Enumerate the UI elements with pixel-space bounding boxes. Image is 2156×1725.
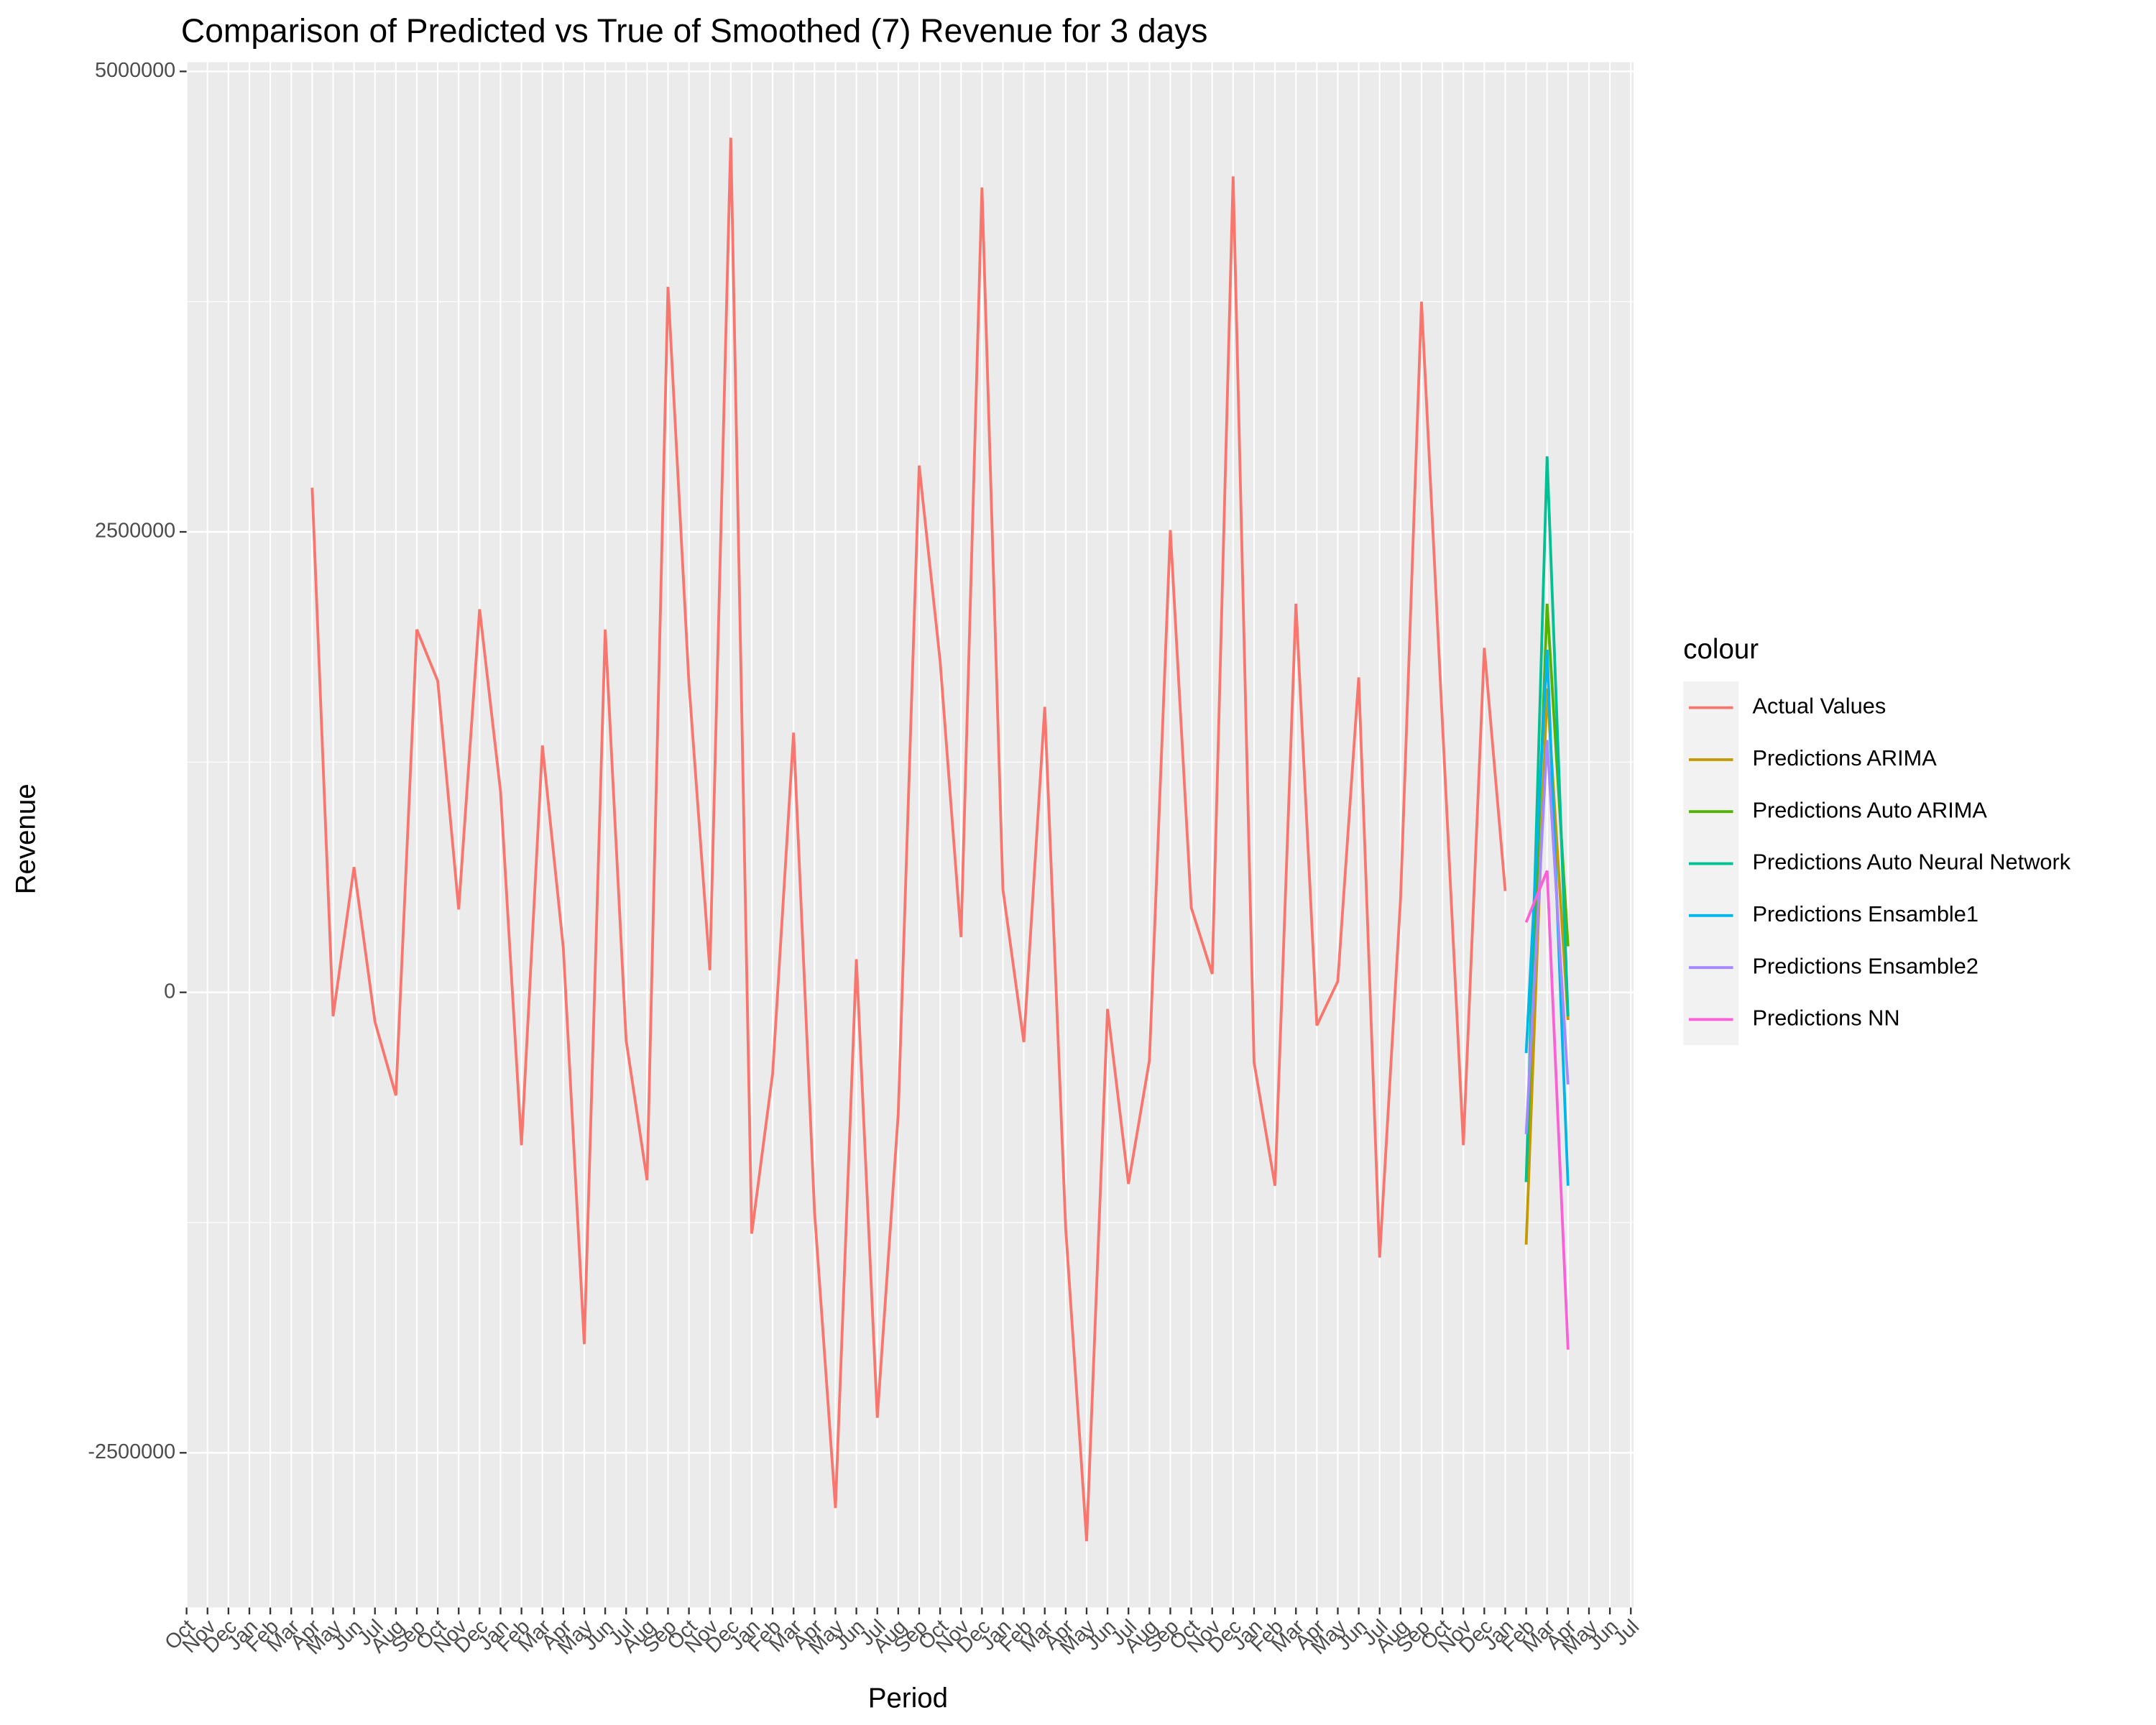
- plot-panel: [186, 62, 1634, 1608]
- legend-label: Predictions Ensamble2: [1752, 953, 1978, 978]
- legend-label: Predictions ARIMA: [1752, 745, 1937, 770]
- legend-label: Predictions Ensamble1: [1752, 901, 1978, 926]
- y-tick-label: 2500000: [95, 520, 175, 543]
- series-line: [310, 137, 1507, 1542]
- grid: [185, 62, 1634, 1608]
- legend-label: Predictions Auto ARIMA: [1752, 797, 1987, 822]
- series-line: [1524, 688, 1570, 1245]
- legend-label: Predictions NN: [1752, 1006, 1899, 1031]
- y-tick-label: -2500000: [88, 1440, 175, 1463]
- legend: colour Actual Values Predictions ARIMA Pred…: [1683, 634, 2071, 1046]
- y-axis-title: Revenue: [11, 783, 42, 894]
- legend-label: Predictions Auto Neural Network: [1752, 850, 2070, 875]
- series-line: [1524, 649, 1570, 1186]
- y-tick-label: 0: [164, 980, 175, 1003]
- x-axis-title: Period: [868, 1683, 948, 1714]
- y-tick-label: 5000000: [95, 59, 175, 82]
- legend-title: colour: [1683, 634, 1759, 665]
- series-line: [1524, 740, 1570, 1135]
- lines: [310, 137, 1570, 1542]
- legend-label: Actual Values: [1752, 694, 1886, 719]
- series-line: [1524, 870, 1570, 1350]
- chart-title: Comparison of Predicted vs True of Smoot…: [181, 12, 1208, 49]
